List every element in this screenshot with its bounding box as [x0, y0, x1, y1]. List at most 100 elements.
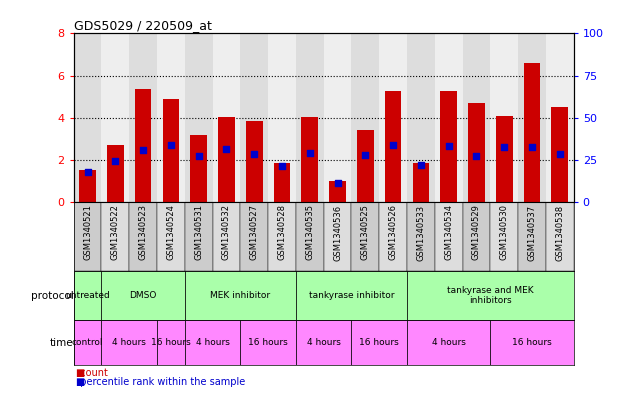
Bar	[324, 33, 351, 202]
Text: GSM1340523: GSM1340523	[138, 204, 147, 261]
Bar	[268, 202, 296, 271]
Text: GSM1340534: GSM1340534	[444, 204, 453, 261]
Point	[138, 147, 148, 153]
Bar	[240, 202, 268, 271]
Text: GSM1340535: GSM1340535	[305, 204, 314, 261]
Bar	[101, 271, 185, 320]
Bar	[185, 33, 213, 202]
Text: DMSO: DMSO	[129, 291, 157, 300]
Point	[304, 150, 315, 156]
Bar	[157, 320, 185, 365]
Point	[221, 145, 231, 152]
Bar	[407, 202, 435, 271]
Point	[444, 143, 454, 150]
Point	[499, 144, 510, 151]
Point	[83, 169, 93, 175]
Text: GSM1340525: GSM1340525	[361, 204, 370, 260]
Bar	[351, 320, 407, 365]
Bar	[296, 271, 407, 320]
Point	[471, 153, 481, 159]
Bar	[407, 271, 574, 320]
Text: count: count	[74, 368, 108, 378]
Text: GSM1340538: GSM1340538	[555, 204, 564, 261]
Text: GSM1340531: GSM1340531	[194, 204, 203, 261]
Bar	[379, 202, 407, 271]
Point	[554, 151, 565, 157]
Text: 16 hours: 16 hours	[512, 338, 552, 347]
Bar	[407, 320, 490, 365]
Bar	[74, 202, 101, 271]
Bar	[74, 320, 101, 365]
Bar	[246, 121, 263, 202]
Bar	[301, 117, 318, 202]
Bar	[379, 33, 407, 202]
Text: GSM1340537: GSM1340537	[528, 204, 537, 261]
Bar	[440, 92, 457, 202]
Text: ■: ■	[75, 377, 84, 387]
Text: 4 hours: 4 hours	[112, 338, 146, 347]
Bar	[329, 181, 346, 202]
Bar	[357, 130, 374, 202]
Point	[249, 151, 260, 157]
Point	[527, 144, 537, 151]
Bar	[490, 202, 518, 271]
Text: untreated: untreated	[65, 291, 110, 300]
Bar	[385, 92, 401, 202]
Point	[166, 142, 176, 149]
Bar	[518, 33, 546, 202]
Bar	[185, 320, 240, 365]
Bar	[490, 33, 518, 202]
Point	[360, 152, 370, 158]
Bar	[296, 202, 324, 271]
Bar	[185, 202, 213, 271]
Bar	[351, 33, 379, 202]
Bar	[468, 103, 485, 202]
Bar	[129, 202, 157, 271]
Bar	[157, 202, 185, 271]
Point	[416, 162, 426, 169]
Bar	[101, 33, 129, 202]
Bar	[551, 107, 568, 202]
Bar	[490, 320, 574, 365]
Bar	[74, 33, 101, 202]
Bar	[546, 202, 574, 271]
Bar	[435, 202, 463, 271]
Point	[110, 158, 121, 164]
Text: 16 hours: 16 hours	[360, 338, 399, 347]
Text: 16 hours: 16 hours	[248, 338, 288, 347]
Text: control: control	[72, 338, 103, 347]
Bar	[74, 271, 101, 320]
Bar	[435, 33, 463, 202]
Text: 4 hours: 4 hours	[307, 338, 340, 347]
Bar	[240, 33, 268, 202]
Text: GSM1340536: GSM1340536	[333, 204, 342, 261]
Text: GSM1340532: GSM1340532	[222, 204, 231, 261]
Bar	[218, 117, 235, 202]
Bar	[101, 202, 129, 271]
Bar	[79, 170, 96, 202]
Text: GSM1340530: GSM1340530	[500, 204, 509, 261]
Text: tankyrase and MEK
inhibitors: tankyrase and MEK inhibitors	[447, 286, 534, 305]
Text: ■: ■	[75, 368, 84, 378]
Text: GSM1340522: GSM1340522	[111, 204, 120, 260]
Text: MEK inhibitor: MEK inhibitor	[210, 291, 271, 300]
Text: GSM1340521: GSM1340521	[83, 204, 92, 260]
Text: GSM1340528: GSM1340528	[278, 204, 287, 261]
Text: GSM1340533: GSM1340533	[417, 204, 426, 261]
Bar	[190, 135, 207, 202]
Text: 16 hours: 16 hours	[151, 338, 191, 347]
Text: GDS5029 / 220509_at: GDS5029 / 220509_at	[74, 19, 212, 32]
Bar	[163, 99, 179, 202]
Bar	[413, 163, 429, 202]
Bar	[274, 163, 290, 202]
Point	[194, 153, 204, 159]
Bar	[157, 33, 185, 202]
Text: 4 hours: 4 hours	[196, 338, 229, 347]
Text: tankyrase inhibitor: tankyrase inhibitor	[309, 291, 394, 300]
Bar	[496, 116, 513, 202]
Bar	[351, 202, 379, 271]
Bar	[185, 271, 296, 320]
Text: GSM1340527: GSM1340527	[250, 204, 259, 261]
Bar	[296, 33, 324, 202]
Text: 4 hours: 4 hours	[432, 338, 465, 347]
